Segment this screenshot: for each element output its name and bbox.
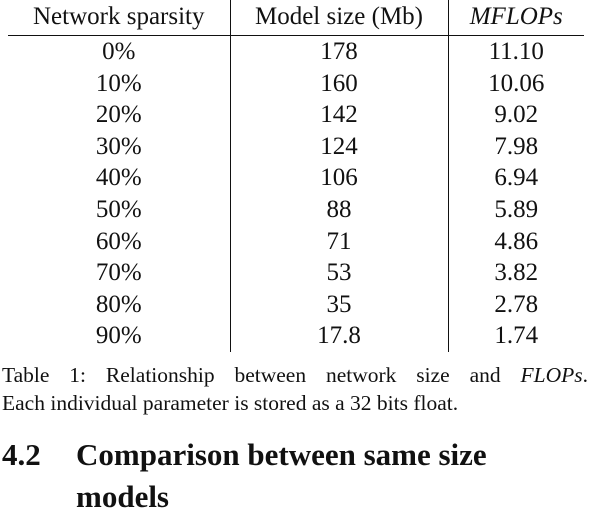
cell-sparsity: 20%: [8, 99, 231, 131]
cell-model-size: 160: [230, 67, 449, 100]
cell-model-size: 71: [230, 225, 449, 258]
cell-sparsity: 60%: [8, 225, 231, 258]
caption-line-1: Table 1: Relationship between network si…: [2, 361, 588, 389]
cell-model-size: 142: [230, 99, 449, 131]
section-title-line-2: models: [76, 479, 169, 514]
section-number: 4.2: [2, 437, 41, 472]
cell-model-size: 124: [230, 130, 449, 163]
section-heading: 4.2 Comparison between same size models: [2, 434, 588, 518]
caption-text: Relationship between network size and: [105, 363, 501, 387]
cell-sparsity: 0%: [8, 35, 231, 68]
cell-mflops: 2.78: [494, 290, 539, 318]
cell-mflops: 7.98: [494, 132, 539, 160]
table-row: 40% 106 6.94: [8, 162, 584, 194]
cell-model-size: 53: [230, 257, 449, 289]
cell-model-size: 88: [230, 193, 449, 226]
header-network-sparsity: Network sparsity: [8, 0, 231, 36]
cell-mflops: 6.94: [494, 164, 539, 192]
results-table-container: Network sparsity Model size (Mb) MFLOPs …: [8, 0, 584, 352]
table-row: 90% 17.8 1.74: [8, 320, 584, 352]
table-caption: Table 1: Relationship between network si…: [2, 361, 588, 417]
cell-model-size: 35: [230, 288, 449, 321]
cell-sparsity: 10%: [8, 67, 231, 100]
table-row: 20% 142 9.02: [8, 99, 584, 131]
table-row: 80% 35 2.78: [8, 288, 584, 321]
cell-mflops: 10.06: [488, 69, 545, 97]
cell-model-size: 106: [230, 162, 449, 194]
cell-sparsity: 50%: [8, 193, 231, 226]
sparsity-table: Network sparsity Model size (Mb) MFLOPs …: [8, 0, 584, 352]
cell-mflops: 3.82: [494, 259, 539, 287]
section-title-line-1: Comparison between same size: [76, 437, 487, 472]
table-row: 60% 71 4.86: [8, 225, 584, 258]
caption-label: Table 1:: [2, 363, 87, 387]
cell-mflops: 5.89: [494, 195, 539, 223]
table-row: 50% 88 5.89: [8, 193, 584, 226]
cell-sparsity: 70%: [8, 257, 231, 289]
caption-period: .: [582, 363, 589, 387]
header-model-size: Model size (Mb): [230, 0, 449, 36]
cell-mflops: 11.10: [488, 38, 544, 65]
cell-model-size: 17.8: [230, 320, 449, 352]
table-row: 0% 178 11.10: [8, 35, 584, 68]
cell-sparsity: 80%: [8, 288, 231, 321]
cell-mflops: 4.86: [494, 227, 539, 255]
cell-sparsity: 90%: [8, 320, 231, 352]
table-header-row: Network sparsity Model size (Mb) MFLOPs: [8, 0, 584, 36]
table-row: 30% 124 7.98: [8, 130, 584, 163]
table-row: 10% 160 10.06: [8, 67, 584, 100]
caption-emphasis: FLOPs: [520, 363, 583, 387]
caption-line-2: Each individual parameter is stored as a…: [2, 391, 459, 415]
cell-sparsity: 30%: [8, 130, 231, 163]
cell-mflops: 1.74: [494, 322, 539, 350]
cell-sparsity: 40%: [8, 162, 231, 194]
cell-model-size: 178: [230, 35, 449, 68]
header-mflops: MFLOPs: [469, 3, 563, 30]
table-row: 70% 53 3.82: [8, 257, 584, 289]
cell-mflops: 9.02: [494, 101, 539, 129]
